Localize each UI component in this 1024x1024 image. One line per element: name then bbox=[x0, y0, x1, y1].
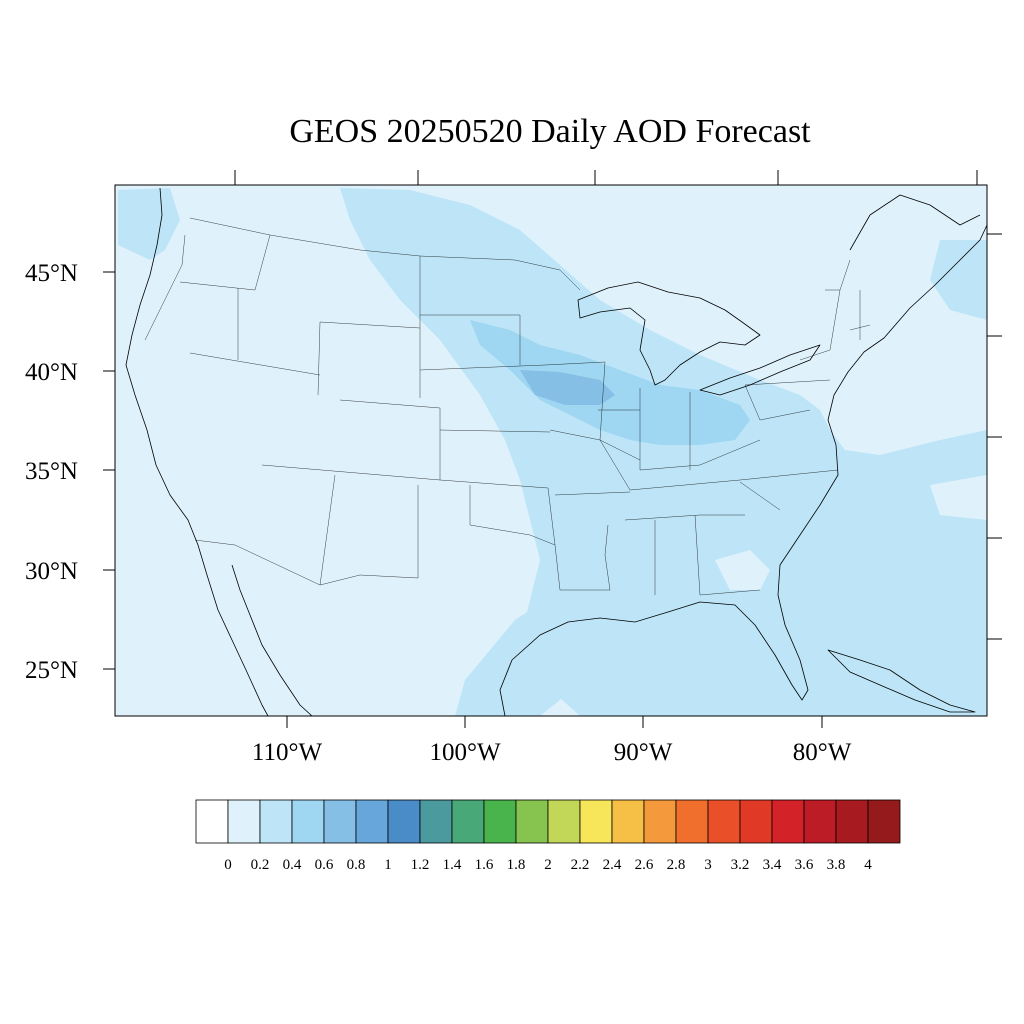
west-coastline bbox=[125, 187, 269, 716]
great-lakes-outline bbox=[577, 281, 761, 386]
colorbar-swatch bbox=[195, 799, 229, 844]
colorbar-swatch bbox=[451, 799, 485, 844]
colorbar-swatch bbox=[707, 799, 741, 844]
colorbar-swatch bbox=[419, 799, 453, 844]
baja-coast bbox=[231, 564, 313, 716]
colorbar: 0 0.2 0.4 0.6 0.8 1 1.2 1.4 1.6 1.8 2 2.2 2.4 2.6 2.8 3… bbox=[195, 799, 901, 873]
lat-label-30: 30°N bbox=[25, 558, 78, 585]
aod-field bbox=[118, 188, 987, 716]
lon-label-90: 90°W bbox=[614, 739, 673, 766]
colorbar-tick-label: 1.6 bbox=[475, 857, 494, 873]
lat-label-45: 45°N bbox=[25, 260, 78, 287]
colorbar-swatch bbox=[739, 799, 773, 844]
colorbar-swatch bbox=[387, 799, 421, 844]
colorbar-tick-label: 1.2 bbox=[411, 857, 430, 873]
colorbar-swatch bbox=[323, 799, 357, 844]
latitude-labels: 45°N 40°N 35°N 30°N 25°N bbox=[25, 260, 78, 684]
cuba-outline bbox=[827, 649, 976, 713]
aod-plume-northern-plains bbox=[340, 188, 987, 716]
state-lines-east bbox=[624, 259, 871, 596]
colorbar-tick-label: 0 bbox=[224, 857, 232, 873]
colorbar-swatch bbox=[675, 799, 709, 844]
map-title: GEOS 20250520 Daily AOD Forecast bbox=[289, 113, 811, 150]
aod-core-midwest bbox=[470, 320, 750, 445]
colorbar-swatch bbox=[547, 799, 581, 844]
colorbar-tick-label: 3 bbox=[704, 857, 712, 873]
lat-label-40: 40°N bbox=[25, 359, 78, 386]
colorbar-tick-label: 2.6 bbox=[635, 857, 654, 873]
colorbar-swatch bbox=[643, 799, 677, 844]
colorbar-swatch bbox=[355, 799, 389, 844]
gulf-coastline bbox=[499, 564, 809, 716]
colorbar-swatch bbox=[771, 799, 805, 844]
lon-label-80: 80°W bbox=[793, 739, 852, 766]
colorbar-tick-label: 1.8 bbox=[507, 857, 526, 873]
colorbar-tick-label: 0.6 bbox=[315, 857, 334, 873]
state-boundaries bbox=[144, 217, 871, 596]
colorbar-tick-label: 0.4 bbox=[283, 857, 302, 873]
state-lines-west bbox=[144, 234, 546, 586]
lon-label-100: 100°W bbox=[429, 739, 500, 766]
map-ticks bbox=[103, 170, 1002, 728]
colorbar-tick-label: 4 bbox=[864, 857, 872, 873]
colorbar-tick-label: 3.2 bbox=[731, 857, 750, 873]
canada-east-coast bbox=[849, 194, 981, 251]
lat-label-25: 25°N bbox=[25, 657, 78, 684]
lat-label-35: 35°N bbox=[25, 458, 78, 485]
aod-core-iowa bbox=[520, 370, 615, 405]
state-lines-central bbox=[439, 361, 641, 591]
east-coastline bbox=[779, 224, 987, 566]
colorbar-tick-label: 3.8 bbox=[827, 857, 846, 873]
colorbar-swatch bbox=[515, 799, 549, 844]
colorbar-tick-label: 3.4 bbox=[763, 857, 782, 873]
colorbar-swatch bbox=[291, 799, 325, 844]
colorbar-tick-label: 2 bbox=[544, 857, 552, 873]
coastlines-and-borders bbox=[125, 187, 987, 716]
map-frame bbox=[114, 184, 988, 717]
lon-label-110: 110°W bbox=[252, 739, 323, 766]
colorbar-tick-label: 2.8 bbox=[667, 857, 686, 873]
aod-plume-gulf bbox=[455, 595, 590, 716]
colorbar-swatch bbox=[867, 799, 901, 844]
colorbar-tick-label: 2.4 bbox=[603, 857, 622, 873]
colorbar-tick-label: 2.2 bbox=[571, 857, 590, 873]
aod-plume-northeast bbox=[930, 240, 987, 320]
colorbar-swatch bbox=[579, 799, 613, 844]
longitude-labels: 110°W 100°W 90°W 80°W bbox=[252, 739, 852, 766]
map-panel bbox=[103, 170, 1002, 728]
colorbar-swatch bbox=[803, 799, 837, 844]
colorbar-swatch bbox=[259, 799, 293, 844]
colorbar-swatch bbox=[611, 799, 645, 844]
lake-ontario-erie bbox=[699, 344, 821, 396]
aod-clearer-southeast bbox=[715, 550, 770, 590]
colorbar-tick-label: 3.6 bbox=[795, 857, 814, 873]
colorbar-tick-label: 1 bbox=[384, 857, 392, 873]
colorbar-swatch bbox=[835, 799, 869, 844]
colorbar-swatch bbox=[227, 799, 261, 844]
aod-clearer-atlantic bbox=[930, 475, 987, 520]
colorbar-tick-label: 0.2 bbox=[251, 857, 270, 873]
colorbar-tick-label: 1.4 bbox=[443, 857, 462, 873]
colorbar-tick-label: 0.8 bbox=[347, 857, 366, 873]
colorbar-swatch bbox=[483, 799, 517, 844]
aod-plume-pacific-northwest bbox=[118, 188, 180, 260]
